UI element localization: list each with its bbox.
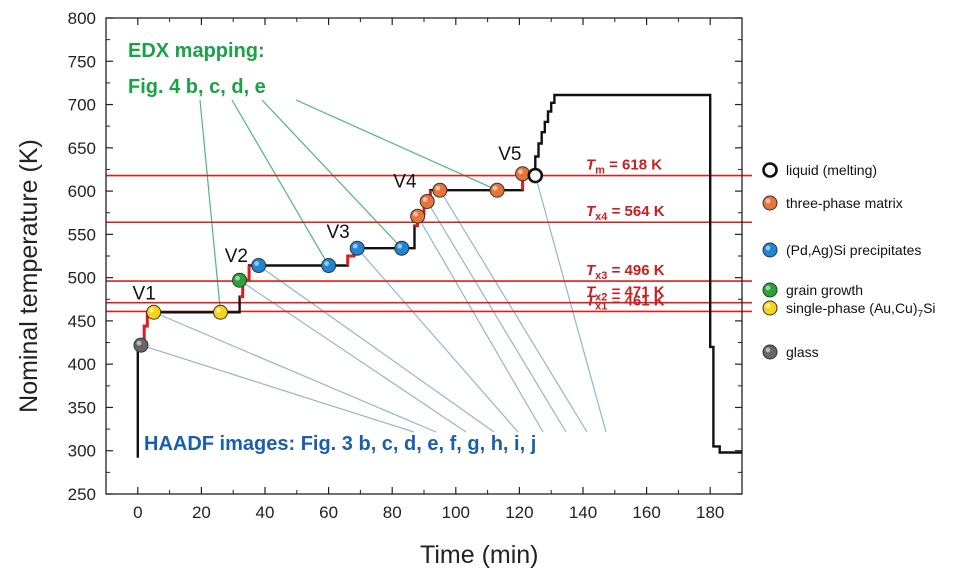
y-axis-title: Nominal temperature (K) bbox=[15, 139, 43, 413]
stage-label: V4 bbox=[393, 172, 417, 193]
y-tick-label: 600 bbox=[68, 182, 96, 201]
x-tick-label: 60 bbox=[319, 503, 338, 522]
reference-line-label: Tx1 = 461 K bbox=[586, 292, 665, 312]
x-tick-label: 0 bbox=[133, 503, 142, 522]
x-tick-label: 80 bbox=[383, 503, 402, 522]
x-tick-label: 180 bbox=[696, 503, 724, 522]
edx-annotation-line1: EDX mapping: bbox=[128, 40, 265, 62]
edx-leader-line bbox=[199, 99, 222, 313]
stage-label: V1 bbox=[133, 283, 156, 304]
haadf-leader-line bbox=[258, 265, 495, 433]
data-point-precipitates bbox=[321, 258, 337, 274]
y-tick-label: 450 bbox=[68, 312, 96, 331]
data-point-precipitates bbox=[394, 240, 410, 256]
haadf-leader-line bbox=[356, 247, 519, 433]
legend-label: three-phase matrix bbox=[786, 195, 903, 211]
haadf-annotation: HAADF images: Fig. 3 b, c, d, e, f, g, h… bbox=[144, 433, 536, 455]
haadf-leader-line bbox=[239, 279, 467, 433]
x-axis-title: Time (min) bbox=[420, 541, 539, 569]
legend-item-grain-growth: grain growth bbox=[762, 282, 863, 298]
data-point-precipitates bbox=[349, 240, 365, 256]
data-point-liquid bbox=[527, 167, 544, 184]
legend-label: liquid (melting) bbox=[786, 162, 877, 178]
legend-marker bbox=[762, 344, 778, 360]
stage-label: V3 bbox=[327, 222, 350, 243]
edx-leader-line bbox=[231, 99, 330, 266]
legend-label: grain growth bbox=[786, 282, 863, 298]
legend-label: glass bbox=[786, 344, 819, 360]
data-point-glass bbox=[133, 337, 149, 353]
data-point-single-phase bbox=[212, 304, 228, 320]
edx-leader-line bbox=[261, 99, 403, 249]
legend-item-glass: glass bbox=[762, 344, 819, 360]
x-tick-label: 120 bbox=[505, 503, 533, 522]
reference-line-label: Tx4 = 564 K bbox=[586, 203, 665, 223]
reference-line-label: Tm = 618 K bbox=[586, 157, 662, 177]
x-tick-label: 40 bbox=[256, 503, 275, 522]
edx-annotation-line2: Fig. 4 b, c, d, e bbox=[128, 76, 266, 98]
data-point-single-phase bbox=[146, 304, 162, 320]
trace-highlight-segment bbox=[142, 312, 149, 346]
y-tick-label: 800 bbox=[68, 9, 96, 28]
x-tick-label: 100 bbox=[442, 503, 470, 522]
data-point-grain-growth bbox=[232, 272, 248, 288]
legend-marker bbox=[762, 195, 778, 211]
legend: liquid (melting) three-phase matrix (Pd,Ag… bbox=[762, 162, 936, 360]
haadf-leader-line bbox=[534, 175, 607, 433]
legend-marker bbox=[762, 300, 778, 316]
axes: 0 20 40 60 80 100 120 140 160 180 250 300 350 400 450 5… bbox=[68, 9, 743, 522]
data-point-three-phase bbox=[419, 193, 435, 209]
y-tick-label: 250 bbox=[68, 485, 96, 504]
y-tick-label: 700 bbox=[68, 96, 96, 115]
legend-label: (Pd,Ag)Si precipitates bbox=[786, 242, 921, 258]
y-tick-label: 300 bbox=[68, 442, 96, 461]
legend-marker bbox=[762, 282, 778, 298]
reference-line-label: Tx2 = 471 K bbox=[586, 284, 665, 304]
y-tick-label: 650 bbox=[68, 139, 96, 158]
legend-item-precipitates: (Pd,Ag)Si precipitates bbox=[762, 242, 921, 258]
legend-label: single-phase (Au,Cu)7Si bbox=[786, 300, 936, 320]
reference-line-label: Tx3 = 496 K bbox=[586, 262, 665, 282]
x-tick-label: 20 bbox=[192, 503, 211, 522]
legend-item-single-phase: single-phase (Au,Cu)7Si bbox=[762, 300, 936, 320]
haadf-leader-line bbox=[426, 201, 567, 433]
y-tick-label: 350 bbox=[68, 398, 96, 417]
data-point-three-phase bbox=[410, 208, 426, 224]
annotation-leader-lines bbox=[140, 99, 607, 433]
haadf-leader-line bbox=[417, 215, 544, 433]
legend-item-liquid: liquid (melting) bbox=[762, 162, 877, 178]
stage-label: V5 bbox=[498, 144, 521, 165]
legend-item-three-phase: three-phase matrix bbox=[762, 195, 903, 211]
data-point-precipitates bbox=[251, 258, 267, 274]
data-point-three-phase bbox=[489, 182, 505, 198]
y-tick-label: 400 bbox=[68, 355, 96, 374]
haadf-leader-line bbox=[140, 344, 415, 433]
haadf-leader-line bbox=[153, 311, 437, 433]
stage-label: V2 bbox=[225, 246, 248, 267]
sample-markers bbox=[133, 166, 544, 353]
data-point-three-phase bbox=[432, 182, 448, 198]
y-tick-label: 750 bbox=[68, 52, 96, 71]
stage-labels: V1 V2 V3 V4 V5 bbox=[133, 144, 522, 304]
y-tick-label: 550 bbox=[68, 225, 96, 244]
legend-marker bbox=[762, 162, 778, 178]
y-tick-label: 500 bbox=[68, 269, 96, 288]
x-tick-label: 140 bbox=[569, 503, 597, 522]
data-point-three-phase bbox=[515, 166, 531, 182]
legend-marker bbox=[762, 242, 778, 258]
x-tick-label: 160 bbox=[632, 503, 660, 522]
